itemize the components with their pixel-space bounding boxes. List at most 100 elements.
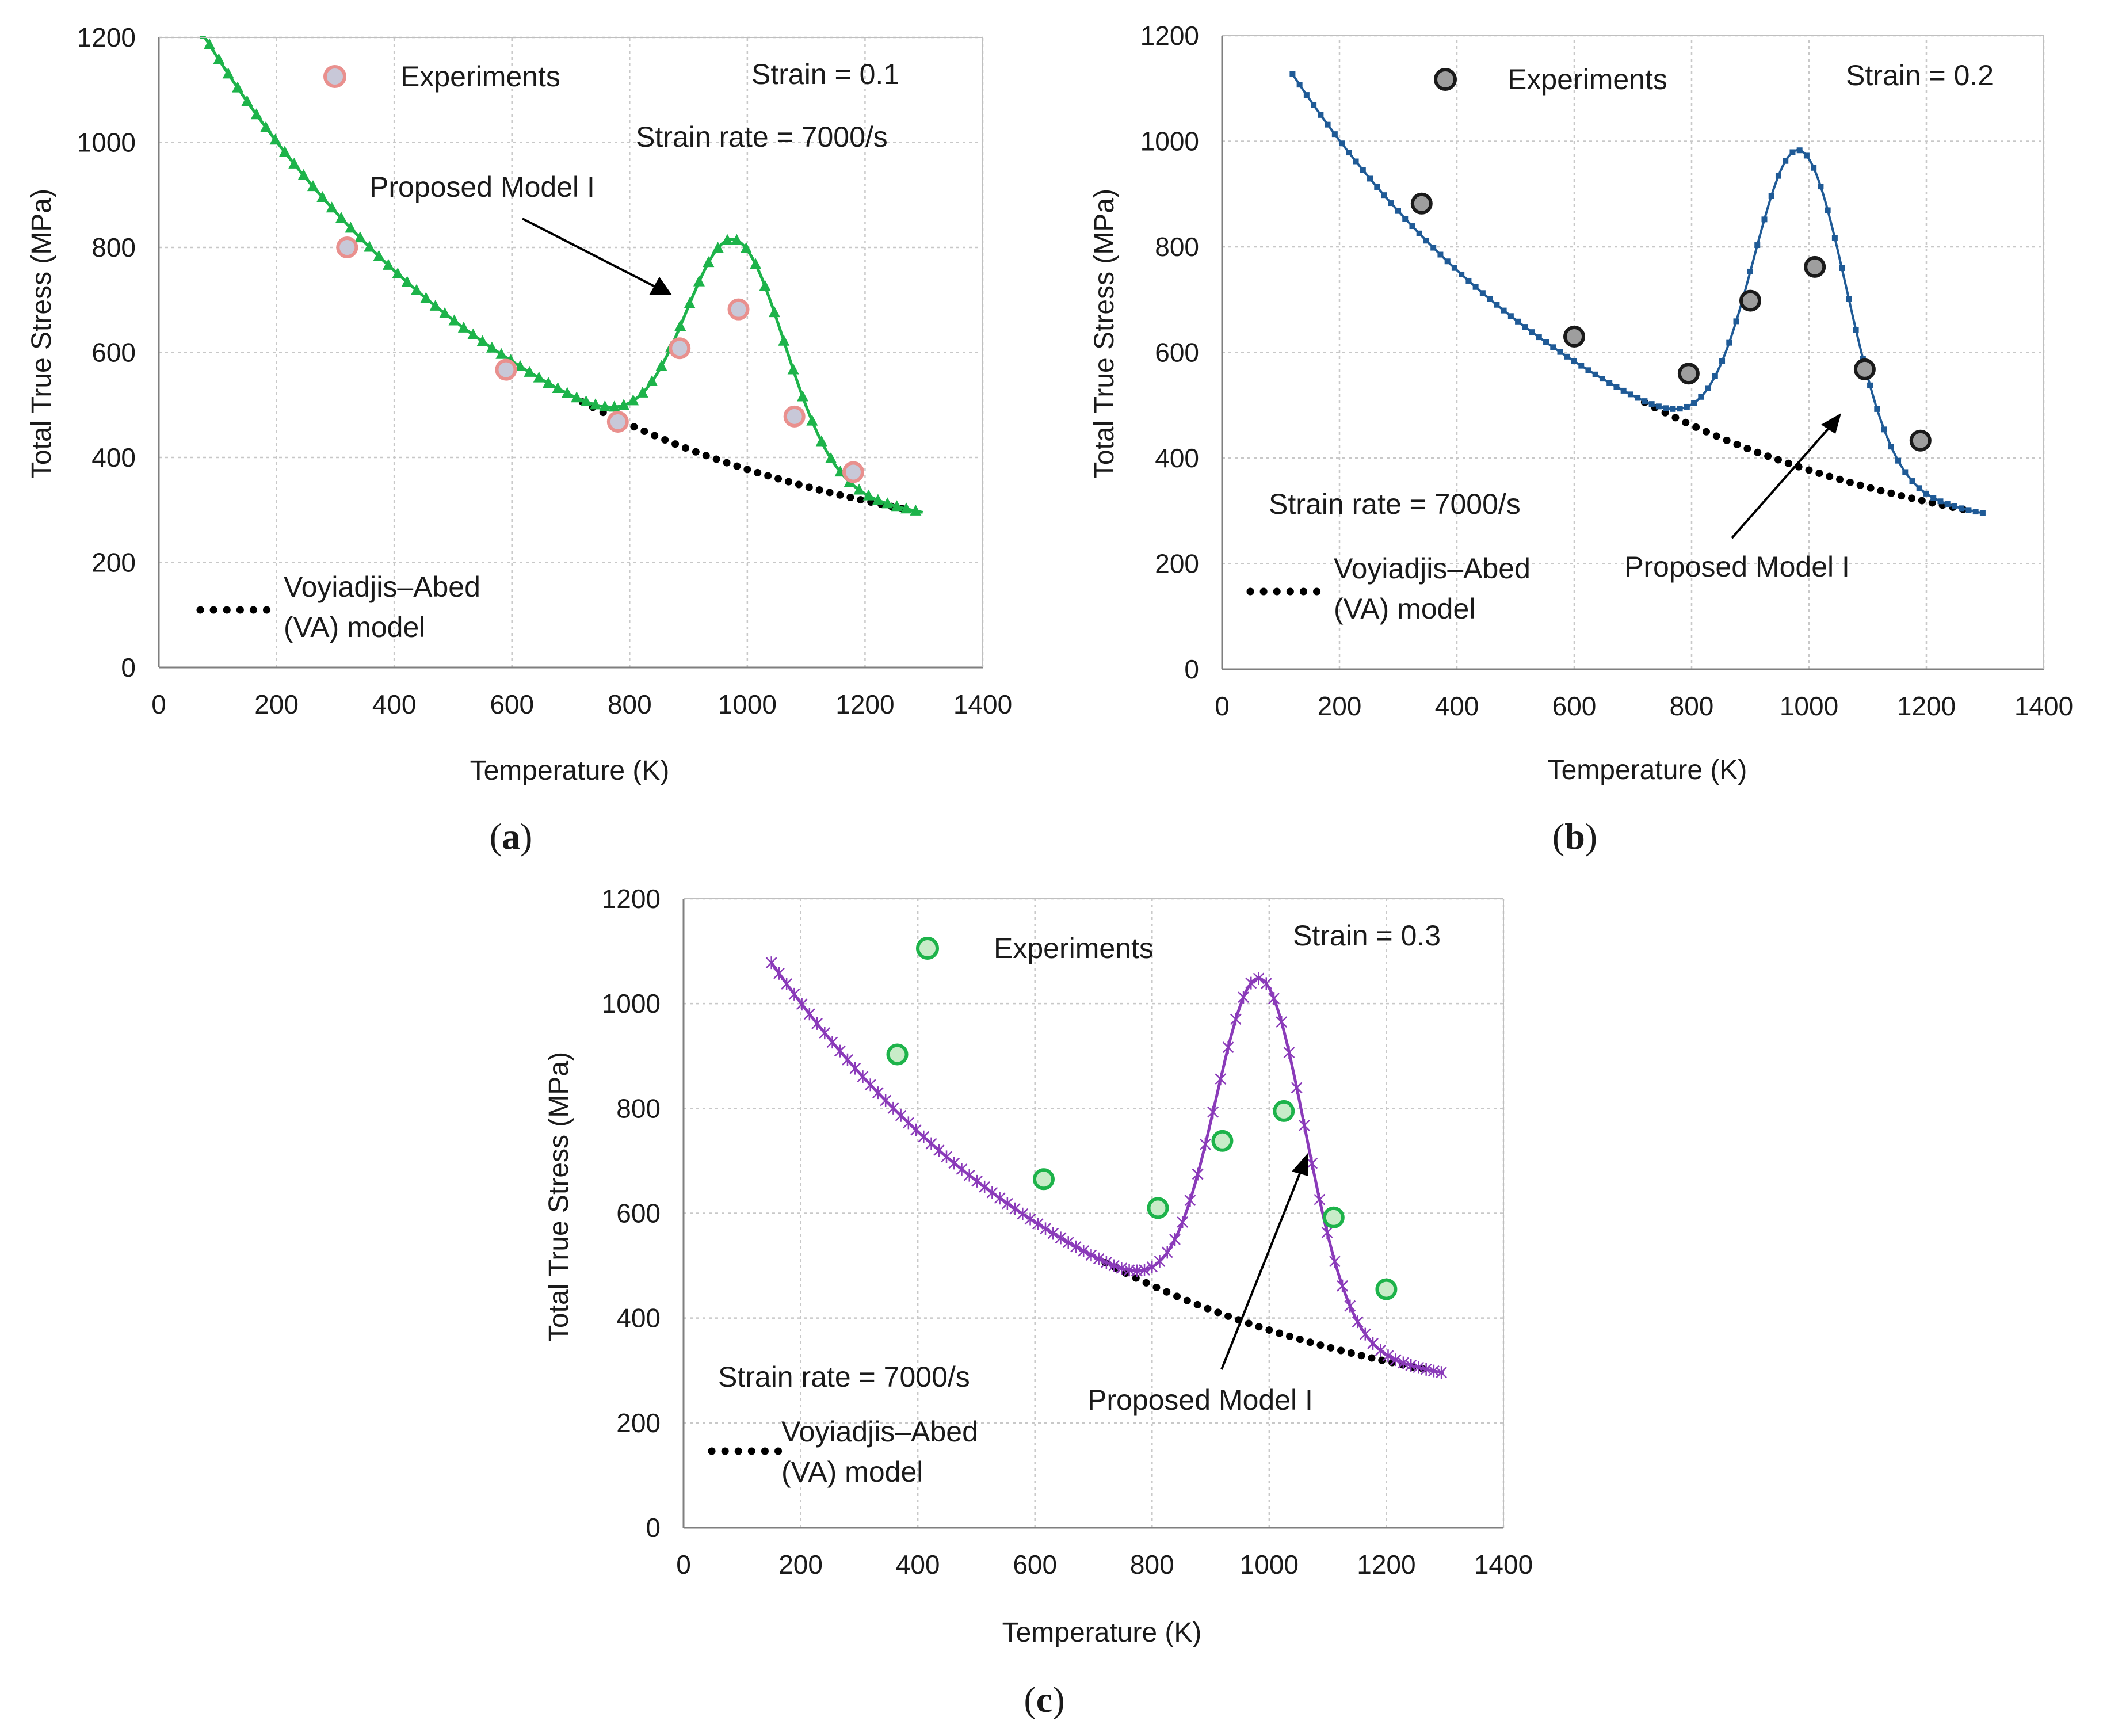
panel-a-va-dot bbox=[723, 459, 731, 467]
panel-a-x-axis-title: Temperature (K) bbox=[470, 756, 670, 786]
panel-b-model-marker bbox=[1888, 444, 1894, 450]
panel-a-va-dot bbox=[784, 478, 792, 486]
panel-a-va-dot bbox=[651, 432, 659, 440]
panel-b-model-marker bbox=[1768, 193, 1774, 199]
panel-a-model-marker bbox=[373, 250, 385, 261]
panel-c-proposed-model-curve bbox=[765, 956, 1447, 1379]
panel-a-x-tick-label: 200 bbox=[254, 689, 299, 719]
panel-a-va-dot bbox=[681, 444, 689, 452]
panel-b-model-marker bbox=[1374, 184, 1380, 190]
panel-a-model-marker bbox=[872, 494, 884, 505]
panel-b-x-tick-label: 0 bbox=[1215, 691, 1230, 721]
panel-a-model-marker bbox=[335, 212, 348, 223]
panel-a-va-dot bbox=[836, 491, 844, 499]
panel-a-y-tick-label: 400 bbox=[91, 442, 136, 472]
panel-c-va-dot bbox=[1173, 1292, 1181, 1300]
panel-a-model-marker bbox=[722, 234, 734, 245]
panel-a-model-marker bbox=[627, 394, 639, 406]
panel-c-va-dot bbox=[1224, 1312, 1232, 1320]
panel-b-model-marker bbox=[1564, 353, 1570, 360]
panel-b-model-marker bbox=[1818, 184, 1824, 190]
panel-a-model-marker bbox=[222, 67, 234, 79]
panel-b-va-label-line2: (VA) model bbox=[1334, 593, 1475, 625]
panel-b-model-arrow bbox=[1731, 413, 1841, 539]
panel-a-model-marker bbox=[608, 400, 620, 412]
panel-c-model-marker bbox=[1436, 1366, 1447, 1379]
panel-b-y-axis-title: Total True Stress (MPa) bbox=[1089, 189, 1120, 479]
panel-a-model-marker bbox=[618, 399, 630, 410]
panel-b-model-marker bbox=[1381, 192, 1387, 199]
panel-b-experiment-point bbox=[1739, 289, 1761, 312]
panel-a-model-marker bbox=[589, 398, 601, 410]
panel-a-model-marker bbox=[599, 400, 611, 411]
panel-a-model-marker bbox=[580, 395, 592, 407]
panel-b-va-dot bbox=[1887, 489, 1895, 497]
panel-b-model-marker bbox=[1409, 223, 1415, 230]
panel-b-model-marker bbox=[1747, 268, 1753, 274]
panel-b-experiment-point bbox=[1677, 363, 1700, 385]
panel-c-model-marker bbox=[1161, 1246, 1173, 1259]
panel-c-model-marker bbox=[1215, 1073, 1227, 1086]
panel-a-model-marker bbox=[571, 391, 583, 403]
panel-b-y-tick-label: 400 bbox=[1155, 443, 1199, 473]
panel-b-va-dot bbox=[1743, 444, 1751, 452]
panel-b-x-tick-label: 200 bbox=[1318, 691, 1362, 721]
panel-b-model-marker bbox=[1459, 271, 1465, 277]
panel-c-model-marker bbox=[1139, 1263, 1150, 1276]
panel-a-model-marker bbox=[768, 306, 780, 318]
panel-b-va-dot bbox=[1671, 414, 1680, 422]
panel-b-va-dot bbox=[1784, 459, 1792, 467]
panel-b-model-marker bbox=[1761, 216, 1768, 223]
panel-a-x-tick-label: 600 bbox=[490, 689, 534, 719]
panel-b-model-marker bbox=[1444, 258, 1451, 265]
panel-b-tick-labels: 0 200 400 600 800 1000 1200 1400 0 200 400 600 800 10… bbox=[1140, 21, 2074, 721]
panel-a-model-marker bbox=[533, 371, 545, 383]
panel-a-model-marker bbox=[731, 234, 743, 245]
panel-a-y-tick-label: 0 bbox=[121, 653, 136, 682]
panel-a-va-dot bbox=[692, 448, 700, 456]
panel-b-model-marker bbox=[1712, 373, 1718, 379]
panel-b-model-marker bbox=[1895, 457, 1902, 464]
panel-c-va-dot bbox=[1183, 1296, 1191, 1304]
panel-a-experiment-point bbox=[727, 298, 750, 321]
panel-b-model-marker bbox=[1395, 208, 1401, 214]
panel-b-model-marker bbox=[1613, 384, 1620, 390]
panel-b-va-dot bbox=[1682, 418, 1690, 426]
panel-c-y-tick-label: 1200 bbox=[602, 884, 661, 914]
panel-a-model-marker bbox=[910, 504, 922, 516]
panel-b-model-marker bbox=[1465, 277, 1472, 284]
panel-c-model-marker bbox=[1276, 1016, 1288, 1029]
panel-b-model-marker bbox=[1909, 478, 1915, 484]
panel-a-model-marker bbox=[552, 381, 564, 393]
panel-b-model-marker bbox=[1972, 509, 1979, 515]
panel-b-model-marker bbox=[1663, 405, 1669, 411]
panel-a-model-marker bbox=[543, 376, 555, 388]
panel-a-x-tick-label: 800 bbox=[608, 689, 652, 719]
panel-c-experiment-point bbox=[886, 1043, 909, 1066]
panel-b-model-marker bbox=[1705, 385, 1711, 391]
panel-b-model-marker bbox=[1487, 296, 1493, 302]
panel-c-model-marker bbox=[1359, 1327, 1371, 1341]
panel-b-va-dot bbox=[1703, 428, 1710, 436]
panel-b-va-dot bbox=[1928, 499, 1936, 507]
panel-b-va-dot bbox=[1815, 470, 1823, 478]
panel-b-model-marker bbox=[1951, 503, 1957, 509]
panel-a-model-marker bbox=[392, 267, 404, 278]
panel-c-va-label-line1: Voyiadjis–Abed bbox=[781, 1415, 978, 1448]
panel-b-model-marker bbox=[1635, 395, 1641, 401]
panel-a-va-dot bbox=[640, 428, 648, 436]
panel-c-strain-label: Strain = 0.3 bbox=[1293, 919, 1441, 952]
panel-a-model-marker bbox=[655, 360, 667, 371]
panel-c-model-marker bbox=[963, 1169, 975, 1182]
panel-b-model-marker bbox=[1620, 387, 1627, 394]
panel-b-proposed-model-curve bbox=[1289, 71, 1986, 516]
panel-b-x-tick-label: 1200 bbox=[1897, 691, 1956, 721]
panel-a-y-tick-label: 800 bbox=[91, 232, 136, 262]
panel-c-model-marker bbox=[1238, 991, 1249, 1004]
panel-c-va-dot bbox=[1214, 1308, 1222, 1317]
panel-c-va-dot bbox=[1285, 1332, 1293, 1340]
panel-c-model-marker bbox=[1314, 1193, 1326, 1206]
panel-a-model-arrow bbox=[522, 218, 672, 295]
panel-b-model-marker bbox=[1339, 140, 1345, 147]
